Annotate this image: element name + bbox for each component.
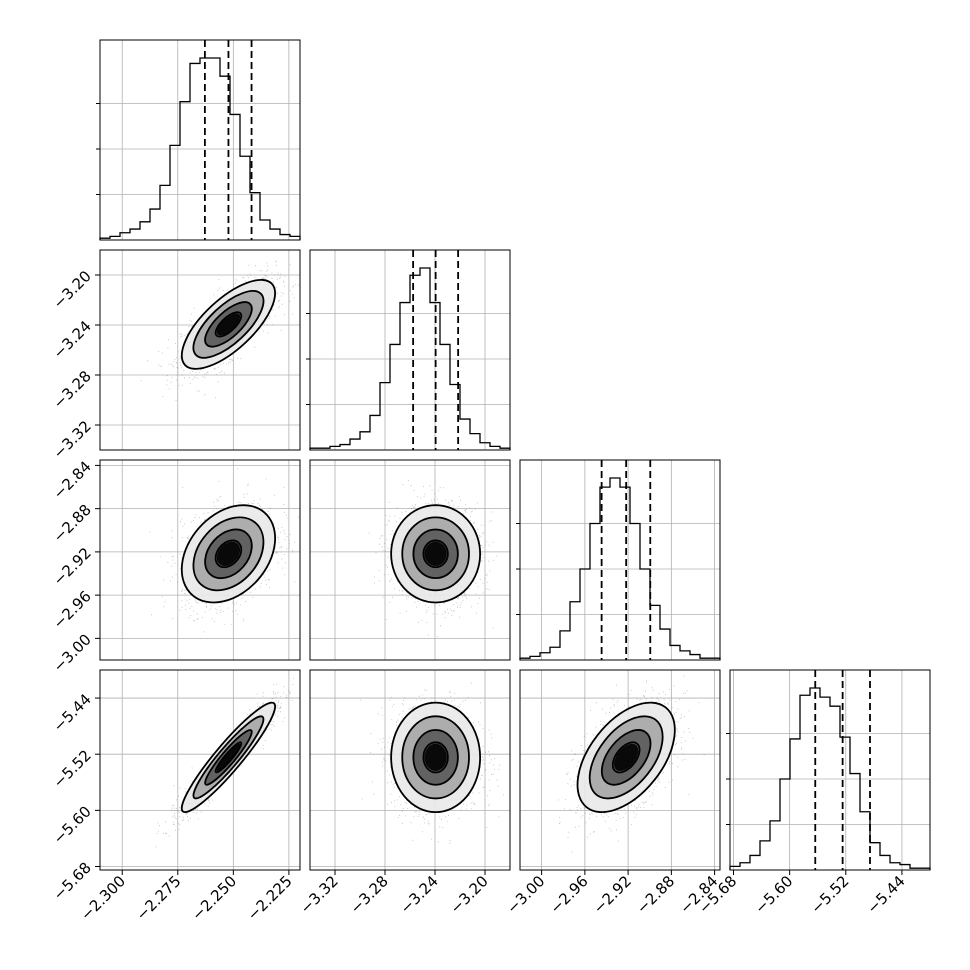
density-level [424, 541, 447, 566]
scatter-panel-3-1 [309, 669, 511, 871]
x-tick-label: −2.92 [590, 872, 635, 917]
panel-frame [99, 39, 301, 241]
contour-line [401, 516, 470, 592]
contour-line [214, 741, 243, 774]
panel-frame [99, 669, 301, 871]
x-tick-label: −3.28 [347, 872, 392, 917]
x-tick-label: −2.250 [188, 872, 240, 924]
density-level [424, 743, 447, 772]
contour-line [214, 311, 243, 338]
contour-line [422, 539, 449, 569]
scatter-panel-1-0 [99, 249, 301, 451]
y-tick-label: −2.84 [50, 458, 95, 503]
contour-line [422, 741, 449, 774]
x-tick-label: −2.88 [633, 872, 678, 917]
contour-line [192, 290, 265, 359]
contour-line [588, 715, 664, 800]
contour-line [180, 701, 277, 814]
contour-line [180, 504, 277, 604]
x-tick-label: −3.24 [397, 872, 442, 917]
y-tick-label: −5.60 [50, 802, 95, 847]
y-tick-label: −3.20 [50, 267, 95, 312]
contour-line [576, 701, 676, 814]
y-tick-label: −5.44 [50, 690, 95, 735]
contour-line [412, 729, 459, 786]
panel-frame [309, 669, 511, 871]
contour-line [214, 539, 243, 569]
contour-line [401, 715, 470, 800]
contour-line [390, 504, 482, 604]
x-tick-label: −2.96 [546, 872, 591, 917]
x-tick-label: −5.60 [751, 872, 796, 917]
density-level [216, 743, 241, 772]
contour-line [412, 528, 459, 580]
x-tick-label: −2.275 [133, 872, 185, 924]
contour-line [611, 741, 641, 774]
y-tick-label: −3.28 [50, 367, 95, 412]
contour-line [192, 516, 265, 592]
scatter-panel-3-0 [99, 669, 301, 871]
x-tick-label: −5.52 [807, 872, 852, 917]
panel-frame [309, 249, 511, 451]
y-tick-label: −5.52 [50, 746, 95, 791]
histogram-step [729, 687, 931, 870]
x-tick-label: −2.225 [244, 872, 296, 924]
x-tick-label: −3.00 [503, 872, 548, 917]
scatter-panel-2-1 [309, 459, 511, 661]
x-tick-label: −5.44 [864, 872, 909, 917]
histogram-step [519, 477, 721, 660]
histogram-step [309, 267, 511, 450]
y-tick-label: −3.32 [50, 417, 95, 462]
panel-frame [99, 249, 301, 451]
contour-line [600, 729, 652, 786]
x-tick-label: −3.20 [447, 872, 492, 917]
panel-frame [519, 459, 721, 661]
contour-line [204, 528, 253, 580]
histogram-panel-3 [726, 669, 931, 871]
y-tick-label: −2.88 [50, 501, 95, 546]
histogram-panel-0 [96, 39, 301, 241]
panel-frame [729, 669, 931, 871]
density-level [216, 541, 241, 566]
y-tick-label: −3.00 [50, 630, 95, 675]
histogram-panel-1 [306, 249, 511, 451]
scatter-panel-2-0 [99, 459, 301, 661]
scatter-panel-3-2 [519, 669, 721, 871]
histogram-panel-2 [516, 459, 721, 661]
contour-line [390, 701, 482, 814]
contour-line [204, 729, 253, 786]
panel-frame [309, 459, 511, 661]
panel-frame [519, 669, 721, 871]
contour-line [180, 278, 277, 370]
y-tick-label: −5.68 [50, 859, 95, 904]
contour-line [204, 301, 253, 348]
x-tick-label: −3.32 [297, 872, 342, 917]
y-tick-label: −2.96 [50, 587, 95, 632]
histogram-step [99, 57, 301, 240]
contour-line [192, 715, 265, 800]
y-tick-label: −3.24 [50, 317, 95, 362]
density-level [216, 313, 241, 336]
panel-frame [99, 459, 301, 661]
y-tick-label: −2.92 [50, 544, 95, 589]
